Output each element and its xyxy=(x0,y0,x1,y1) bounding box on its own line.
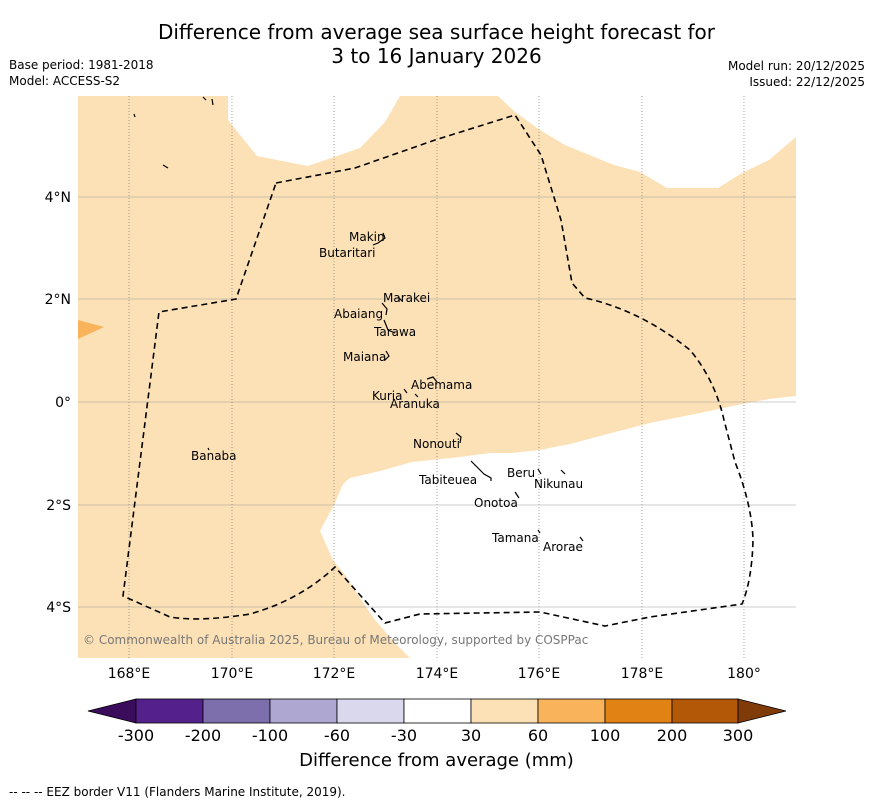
lon-tick-label: 178°E xyxy=(621,666,664,682)
lat-tick-label: 4°N xyxy=(45,190,71,206)
lon-tick-label: 176°E xyxy=(518,666,561,682)
lon-tick-label: 180° xyxy=(727,666,761,682)
place-label: Makin xyxy=(349,230,385,244)
colorbar-extend-low xyxy=(87,698,137,724)
place-label: Marakei xyxy=(383,291,430,305)
place-label: Abemama xyxy=(411,378,472,392)
place-label: Tabiteuea xyxy=(418,473,477,487)
colorbar-tick-label: 30 xyxy=(461,726,481,745)
lat-tick-label: 0° xyxy=(55,395,71,411)
place-labels: Makin Butaritari Marakei Abaiang Tarawa … xyxy=(191,230,583,554)
title-line-2: 3 to 16 January 2026 xyxy=(331,44,542,68)
lat-gridlines xyxy=(78,196,796,608)
model-run: Model run: 20/12/2025 xyxy=(727,59,865,73)
place-label: Kuria xyxy=(372,389,403,403)
colorbar-bin xyxy=(135,698,204,724)
colorbar-bin xyxy=(537,698,606,724)
island-makin xyxy=(372,232,386,246)
place-label: Nikunau xyxy=(534,477,583,491)
colorbar-tick-label: 300 xyxy=(723,726,754,745)
gridlines xyxy=(128,96,745,658)
island-north-1 xyxy=(133,113,136,118)
colorbar-bin xyxy=(604,698,673,724)
colorbar-bin xyxy=(336,698,405,724)
island-beru xyxy=(537,468,542,475)
chart-title: Difference from average sea surface heig… xyxy=(0,20,873,68)
colorbar-bin xyxy=(403,698,472,724)
place-label: Butaritari xyxy=(319,246,376,260)
place-label: Nonouti xyxy=(413,437,460,451)
island-banaba xyxy=(207,447,210,451)
colorbar-bin xyxy=(202,698,271,724)
lat-tick-label: 2°N xyxy=(45,292,71,308)
lat-tick-label: 2°S xyxy=(46,498,71,514)
base-period: Base period: 1981-2018 xyxy=(9,58,154,72)
island-nonouti xyxy=(455,432,462,444)
colorbar-tick-label: 100 xyxy=(590,726,621,745)
model-name: Model: ACCESS-S2 xyxy=(9,74,121,88)
place-label: Beru xyxy=(507,466,535,480)
colorbar-bin xyxy=(470,698,539,724)
colorbar-tick-label: -30 xyxy=(391,726,417,745)
meta-left: Base period: 1981-2018 Model: ACCESS-S2 xyxy=(9,57,154,89)
lon-tick-label: 168°E xyxy=(108,666,151,682)
place-label: Abaiang xyxy=(334,307,383,321)
copyright-notice: © Commonwealth of Australia 2025, Bureau… xyxy=(83,633,588,647)
colorbar-title: Difference from average (mm) xyxy=(299,750,574,771)
island-kuria xyxy=(403,388,408,394)
colorbar-tick-label: -60 xyxy=(324,726,350,745)
lon-tick-label: 174°E xyxy=(416,666,459,682)
island-abemama xyxy=(426,376,438,383)
issued-date: Issued: 22/12/2025 xyxy=(749,75,865,89)
colorbar-extend-high xyxy=(737,698,787,724)
colorbar-tick-label: -300 xyxy=(118,726,154,745)
meta-right: Model run: 20/12/2025 Issued: 22/12/2025 xyxy=(728,58,865,90)
island-maiana xyxy=(384,350,390,361)
island-abaiang xyxy=(381,302,388,316)
place-label: Banaba xyxy=(191,449,237,463)
colorbar-bin xyxy=(671,698,739,724)
island-tamana xyxy=(537,529,541,534)
colorbar-tick-label: -200 xyxy=(185,726,221,745)
place-label: Arorae xyxy=(543,540,583,554)
island-north-2 xyxy=(162,164,169,169)
colorbar-tick-label: -100 xyxy=(252,726,288,745)
island-onotoa xyxy=(514,491,520,499)
colorbar xyxy=(87,698,787,724)
island-arorae xyxy=(579,536,584,542)
eez-footnote: -- -- -- EEZ border V11 (Flanders Marine… xyxy=(9,785,346,799)
colorbar-tick-label: 200 xyxy=(657,726,688,745)
colorbar-tick-label: 60 xyxy=(528,726,548,745)
island-marakei xyxy=(397,296,403,302)
place-label: Tarawa xyxy=(373,325,416,339)
place-label: Onotoa xyxy=(474,496,518,510)
island-aranuka xyxy=(414,393,419,398)
anomaly-region-60-100 xyxy=(78,320,104,339)
lon-tick-label: 172°E xyxy=(313,666,356,682)
place-label: Maiana xyxy=(343,350,386,364)
lat-axis-labels: 4°N 2°N 0° 2°S 4°S xyxy=(45,190,72,616)
lon-axis-labels: 168°E 170°E 172°E 174°E 176°E 178°E 180° xyxy=(108,666,761,682)
island-tarawa xyxy=(383,319,396,334)
lat-tick-label: 4°S xyxy=(46,600,71,616)
island-tabiteuea xyxy=(470,460,492,481)
island-north-3 xyxy=(202,96,214,106)
place-label: Tamana xyxy=(491,531,539,545)
title-line-1: Difference from average sea surface heig… xyxy=(157,20,716,44)
colorbar-bin xyxy=(269,698,338,724)
place-label: Aranuka xyxy=(390,397,440,411)
islands xyxy=(133,96,584,542)
island-nikunau xyxy=(560,469,566,475)
lon-tick-label: 170°E xyxy=(211,666,254,682)
colorbar-ticks: -300 -200 -100 -60 -30 30 60 100 200 300 xyxy=(118,726,753,745)
